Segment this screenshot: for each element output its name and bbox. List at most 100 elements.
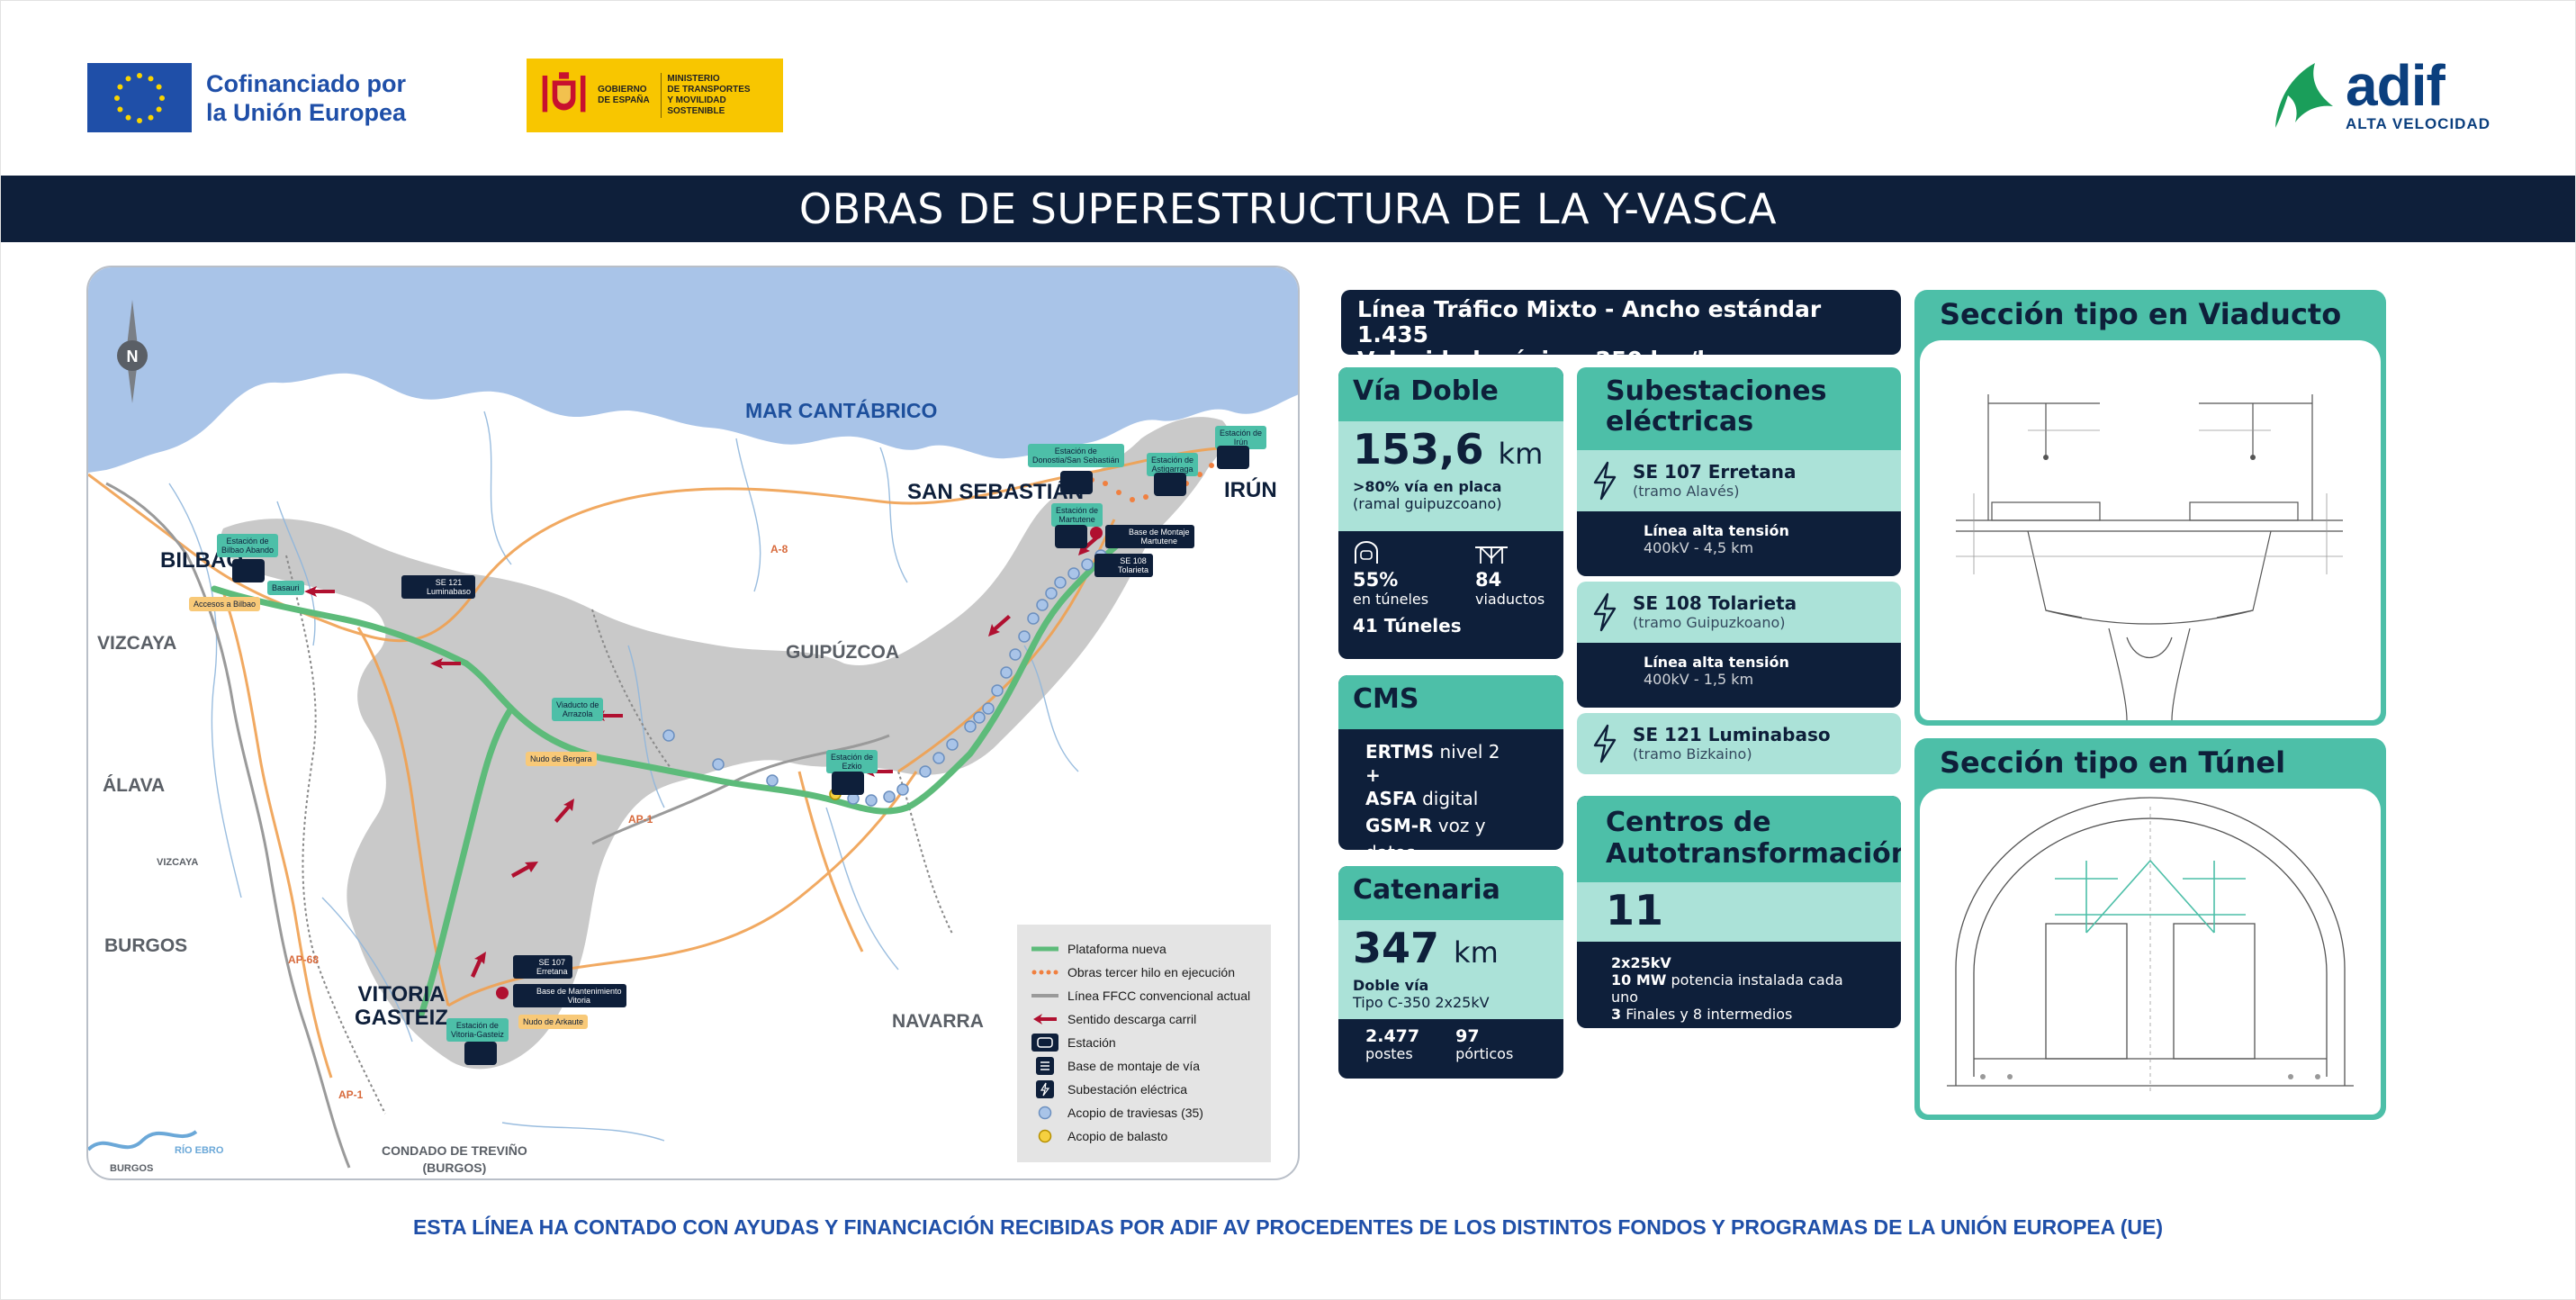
substation-se107: SE 107 Erretana (tramo Alavés) Línea alta… (1577, 450, 1901, 576)
road-ap1b: AP-1 (338, 1088, 364, 1101)
city-vitoria-l2: GASTEIZ (355, 1006, 449, 1030)
tunel-drawing-area (1920, 789, 2381, 1115)
centros-detail: 2x25kV 10 MW potencia instalada cada uno… (1577, 942, 1901, 1028)
centros-l2-rest: potencia instalada cada uno (1611, 971, 1843, 1006)
tag-se121: SE 121 Luminabaso (401, 575, 476, 599)
road-ap68: AP-68 (288, 953, 320, 966)
via-doble-title: Vía Doble (1338, 367, 1563, 421)
via-doble-unit: km (1498, 437, 1544, 471)
substation-name: SE 108 Tolarieta (1633, 592, 1797, 614)
tunel-title: Sección tipo en Túnel (1940, 745, 2286, 780)
cms-asfa: ASFA (1365, 788, 1417, 809)
red-arrow-icon (1031, 1009, 1058, 1029)
substation-tramo: (tramo Alavés) (1633, 483, 1740, 500)
tag-est-martutene: Estación de Martutene (1051, 503, 1103, 527)
viaducts-label: viaductos (1475, 591, 1545, 608)
substation-line: Línea alta tensión (1644, 654, 1789, 671)
station-icon (1031, 1033, 1058, 1052)
tag-se107: SE 107 Erretana (513, 955, 572, 979)
gobierno-espana-logo: GOBIERNO DE ESPAÑA MINISTERIO DE TRANSPO… (527, 59, 783, 132)
catenaria-l2: Tipo C-350 2x25kV (1353, 994, 1490, 1011)
porticos-stat: 97 pórticos (1455, 1026, 1514, 1063)
viaducto-drawing-area (1920, 340, 2381, 721)
speed-banner: Línea Tráfico Mixto - Ancho estándar 1.4… (1341, 290, 1901, 355)
centros-l1: 2x25kV (1611, 954, 1671, 971)
viaduct-icon (1475, 546, 1508, 564)
subestaciones-title-card: Subestaciones eléctricas (1577, 367, 1901, 450)
centros-value: 11 (1606, 886, 1664, 934)
eu-text-line1: Cofinanciado por (206, 69, 406, 97)
vitoria-point (496, 987, 509, 999)
traviesas-dots (662, 549, 1107, 807)
tunnels-pct: 55% (1353, 569, 1399, 591)
centros-l3-bold: 3 (1611, 1006, 1622, 1023)
station-icon (232, 559, 265, 582)
tag-base-martutene: Base de Montaje Martutene (1105, 525, 1194, 548)
tunel-section-card: Sección tipo en Túnel (1914, 738, 2386, 1120)
substation-tramo: (tramo Guipuzkoano) (1633, 614, 1786, 631)
ministerio-line3: Y MOVILIDAD SOSTENIBLE (667, 95, 726, 116)
porticos-label: pórticos (1455, 1045, 1514, 1062)
city-irun: IRÚN (1224, 478, 1277, 502)
via-doble-card: Vía Doble 153,6 km >80% vía en placa (ra… (1338, 367, 1563, 659)
centros-title-l1: Centros de (1606, 807, 1771, 838)
substation-bottom: Línea alta tensión 400kV - 4,5 km (1577, 511, 1901, 576)
region-vizcaya: VIZCAYA (97, 633, 177, 654)
postes-stat: 2.477 postes (1365, 1028, 1419, 1063)
cms-line3: GSM-R voz y datos (1365, 812, 1536, 850)
tunnel-section-drawing (1947, 797, 2354, 1095)
title-band: OBRAS DE SUPERESTRUCTURA DE LA Y-VASCA (0, 176, 2576, 242)
north-label: N (127, 348, 139, 366)
catenaria-stats: 2.477 postes 97 pórticos (1338, 1019, 1563, 1071)
base-icon (1031, 1056, 1058, 1076)
legend-row: Estación (1031, 1031, 1256, 1054)
river-ebro (88, 1130, 198, 1151)
catenaria-number: 347 (1353, 924, 1440, 972)
adif-sub: ALTA VELOCIDAD (2346, 115, 2491, 132)
subestaciones-title-l1: Subestaciones (1606, 375, 1827, 407)
cms-plus: + (1365, 764, 1381, 786)
centros-l2: 10 MW potencia instalada cada uno (1611, 971, 1867, 1006)
river-ebro-label: RÍO EBRO (175, 1145, 224, 1156)
station-icon (832, 772, 864, 795)
tunnels-label: en túneles (1353, 591, 1429, 608)
legend-row: Plataforma nueva (1031, 937, 1256, 961)
legend-label: Estación (1067, 1035, 1116, 1050)
city-san-sebastian: SAN SEBASTIÁN (907, 480, 1085, 504)
station-icon (1055, 525, 1087, 548)
centros-main: 11 (1577, 882, 1901, 942)
eu-text: Cofinanciado por la Unión Europea (206, 69, 406, 127)
substation-se108: SE 108 Tolarieta (tramo Guipuzkoano) Líne… (1577, 582, 1901, 708)
bolt-icon (1593, 724, 1617, 763)
substation-text: SE 108 Tolarieta (tramo Guipuzkoano) (1633, 592, 1797, 632)
viaduct-stat: 84 viaductos (1475, 540, 1545, 608)
region-condado-l1: CONDADO DE TREVIÑO (382, 1143, 527, 1158)
legend-row: Obras tercer hilo en ejecución (1031, 961, 1256, 984)
legend-label: Acopio de balasto (1067, 1129, 1168, 1143)
region-burgos: BURGOS (104, 935, 188, 956)
via-doble-stats: 55% en túneles 84 viaductos 41 Túneles (1338, 531, 1563, 659)
tag-basauri: Basauri (267, 581, 304, 595)
coat-of-arms-icon (542, 72, 586, 113)
map-legend: Plataforma nueva Obras tercer hilo en ej… (1017, 925, 1271, 1162)
tag-est-bilbao: Estación de Bilbao Abando (217, 534, 279, 557)
adif-leaf-icon (2275, 63, 2333, 128)
legend-row: Acopio de traviesas (35) (1031, 1101, 1256, 1124)
cms-asfa-detail: digital (1416, 788, 1479, 809)
cms-gsmr: GSM-R (1365, 815, 1433, 836)
gobierno-text: GOBIERNO DE ESPAÑA (598, 85, 650, 105)
cms-gsmr-detail: voz y datos (1365, 815, 1486, 850)
centros-l3-rest: Finales y 8 intermedios (1621, 1006, 1793, 1023)
sea-area (88, 267, 1298, 473)
via-doble-note1: >80% vía en placa (1353, 478, 1502, 495)
legend-label: Línea FFCC convencional actual (1067, 989, 1251, 1003)
tag-est-ezkio: Estación de Ezkio (826, 750, 878, 773)
substation-top: SE 108 Tolarieta (tramo Guipuzkoano) (1577, 582, 1901, 643)
region-alava: ÁLAVA (103, 775, 166, 796)
porticos-num: 97 (1455, 1026, 1480, 1046)
city-vitoria: VITORIA GASTEIZ (355, 983, 448, 1030)
bolt-icon (1593, 461, 1617, 501)
legend-row: Base de montaje de vía (1031, 1054, 1256, 1078)
catenaria-card: Catenaria 347 km Doble vía Tipo C-350 2x… (1338, 866, 1563, 1079)
catenaria-l1: Doble vía (1353, 977, 1429, 994)
